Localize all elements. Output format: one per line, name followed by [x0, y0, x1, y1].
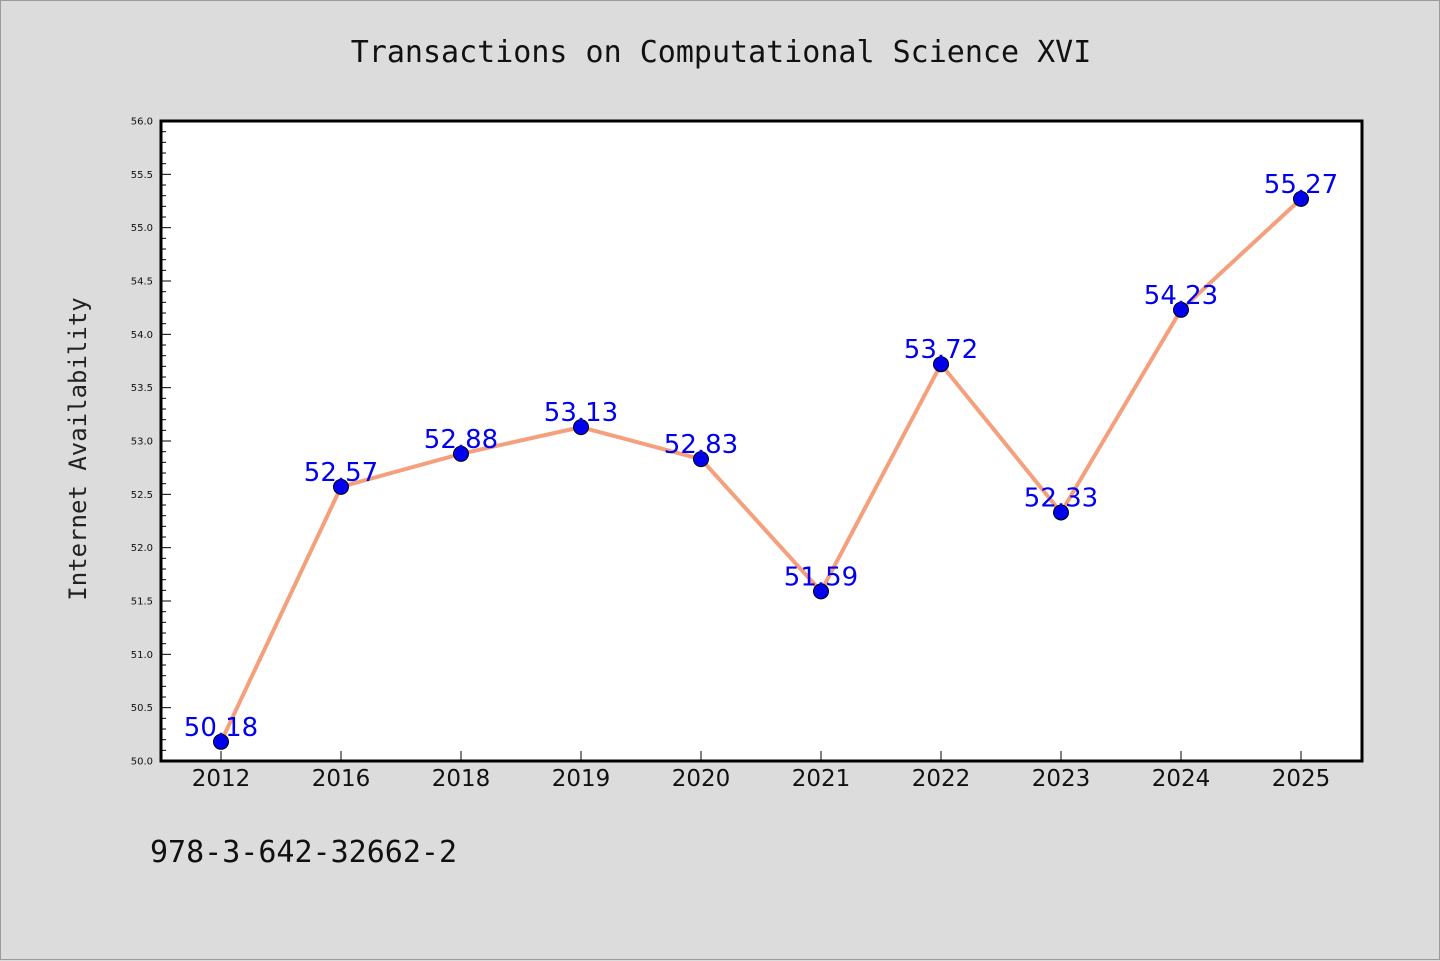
data-point — [333, 478, 349, 495]
y-tick-label: 53.0 — [131, 437, 153, 448]
isbn-text: 978-3-642-32662-2 — [150, 835, 458, 870]
data-point — [1293, 190, 1309, 207]
y-tick-label: 51.0 — [131, 650, 153, 661]
data-label: 54.23 — [1144, 281, 1218, 311]
data-label: 52.57 — [304, 458, 378, 488]
y-tick-label: 53.5 — [131, 383, 153, 394]
x-tick-label: 2021 — [792, 766, 851, 792]
data-point — [1053, 504, 1069, 521]
y-tick-label: 51.5 — [131, 597, 153, 608]
data-point — [453, 445, 469, 462]
data-point — [213, 733, 229, 750]
data-label: 50.18 — [184, 713, 258, 743]
x-tick-label: 2012 — [192, 766, 251, 792]
y-tick-label: 50.0 — [131, 757, 153, 768]
x-axis-ticks: 2012 2016 2018 2019 2020 2021 2022 2023 2024 2025 — [192, 751, 1331, 792]
plot-area — [161, 121, 1362, 761]
data-point — [813, 583, 829, 600]
series-line-group — [219, 197, 1303, 743]
x-tick-label: 2025 — [1272, 766, 1331, 792]
y-tick-label: 54.5 — [131, 277, 153, 288]
y-tick-label: 56.0 — [131, 117, 153, 128]
x-tick-label: 2023 — [1032, 766, 1091, 792]
data-point — [1173, 301, 1189, 318]
y-tick-label: 54.0 — [131, 330, 153, 341]
data-label: 55.27 — [1264, 170, 1338, 200]
data-label: 51.59 — [784, 562, 858, 592]
data-label: 52.88 — [424, 425, 498, 455]
chart-title: Transactions on Computational Science XV… — [350, 35, 1092, 70]
data-labels: 50.18 52.57 52.88 53.13 52.83 51.59 53.72 52.33… — [184, 170, 1338, 743]
series-line — [219, 197, 1303, 743]
x-tick-label: 2016 — [312, 766, 371, 792]
data-points — [213, 190, 1309, 750]
x-tick-label: 2022 — [912, 766, 971, 792]
y-tick-label: 55.0 — [131, 223, 153, 234]
data-point — [573, 419, 589, 436]
data-label: 52.83 — [664, 430, 738, 460]
data-label: 53.13 — [544, 398, 618, 428]
data-label: 52.33 — [1024, 483, 1098, 513]
data-point — [693, 451, 709, 468]
plot-frame — [159, 119, 1364, 763]
data-point — [933, 356, 949, 373]
data-label: 53.72 — [904, 335, 978, 365]
x-tick-label: 2020 — [672, 766, 731, 792]
y-tick-label: 52.5 — [131, 490, 153, 501]
y-tick-label: 52.0 — [131, 543, 153, 554]
x-tick-label: 2018 — [432, 766, 491, 792]
y-axis-ticks: 50.0 50.5 51.0 51.5 52.0 52.5 53.0 53.5 54.0 54.5… — [131, 117, 171, 768]
y-tick-label: 50.5 — [131, 703, 153, 714]
x-tick-label: 2024 — [1152, 766, 1211, 792]
x-tick-label: 2019 — [552, 766, 611, 792]
y-tick-label: 55.5 — [131, 170, 153, 181]
